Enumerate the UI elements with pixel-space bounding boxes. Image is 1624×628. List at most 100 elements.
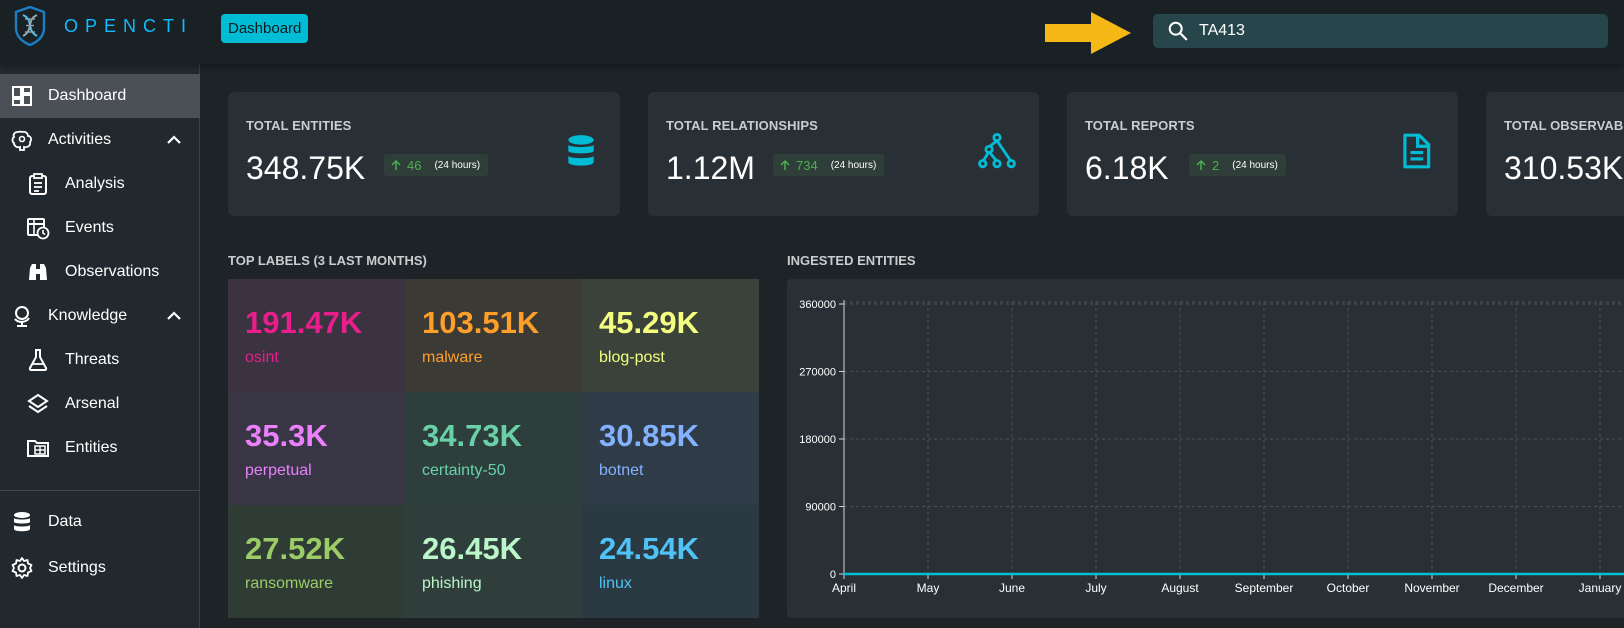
sidebar-item-label: Entities xyxy=(65,439,118,456)
label-tile[interactable]: 191.47K osint xyxy=(228,279,405,392)
sidebar-item-label: Events xyxy=(65,219,114,236)
label-tile[interactable]: 34.73K certainty-50 xyxy=(405,392,582,505)
ingested-chart-svg: 0 90000 180000 270000 360000 April May June July… xyxy=(799,299,1624,595)
sidebar-item-label: Observations xyxy=(65,263,160,280)
delta-period: (24 hours) xyxy=(830,159,877,171)
flask-icon xyxy=(28,349,48,371)
card-total-observables: TOTAL OBSERVABL 310.53K xyxy=(1486,92,1624,216)
ingested-entities-chart: 0 90000 180000 270000 360000 April May June July… xyxy=(787,279,1624,618)
label-tile[interactable]: 30.85K botnet xyxy=(582,392,759,505)
label-tile[interactable]: 24.54K linux xyxy=(582,505,759,618)
label-count: 30.85K xyxy=(599,418,699,453)
sidebar-item-label: Arsenal xyxy=(65,395,120,412)
opencti-logo-icon[interactable] xyxy=(12,6,48,46)
y-tick-label: 90000 xyxy=(805,502,836,514)
sidebar-divider xyxy=(0,490,200,491)
label-tile[interactable]: 26.45K phishing xyxy=(405,505,582,618)
x-tick-label: June xyxy=(999,581,1025,595)
sidebar-item-label: Activities xyxy=(48,131,112,148)
delta-period: (24 hours) xyxy=(434,159,481,171)
sidebar: Dashboard Activities Analysis xyxy=(0,64,200,628)
delta-value: 46 xyxy=(407,157,422,173)
x-tick-label: May xyxy=(917,581,940,595)
search-bar[interactable] xyxy=(1153,14,1608,48)
calendar-clock-icon xyxy=(27,218,50,240)
app-name: OPENCTI xyxy=(64,16,194,36)
brain-icon xyxy=(11,130,32,151)
label-name: blog-post xyxy=(599,349,665,366)
card-total-entities: TOTAL ENTITIES 348.75K 46 (24 hours) xyxy=(228,92,620,216)
label-name: osint xyxy=(245,349,279,366)
top-labels-title: TOP LABELS (3 LAST MONTHS) xyxy=(228,253,427,268)
x-tick-label: August xyxy=(1161,581,1199,595)
y-tick-label: 270000 xyxy=(799,367,836,379)
sidebar-item-label: Data xyxy=(48,513,82,530)
x-tick-label: July xyxy=(1085,581,1106,595)
y-tick-label: 180000 xyxy=(799,434,836,446)
label-count: 24.54K xyxy=(599,531,699,566)
y-tick-label: 360000 xyxy=(799,299,836,311)
sidebar-item-activities[interactable]: Activities xyxy=(0,118,200,162)
clipboard-icon xyxy=(29,173,47,195)
label-name: phishing xyxy=(422,575,482,592)
card-value: 310.53K xyxy=(1504,150,1624,186)
label-name: malware xyxy=(422,349,483,366)
sidebar-item-dashboard[interactable]: Dashboard xyxy=(0,74,200,118)
sidebar-item-settings[interactable]: Settings xyxy=(0,546,200,590)
label-tile[interactable]: 35.3K perpetual xyxy=(228,392,405,505)
label-tile[interactable]: 103.51K malware xyxy=(405,279,582,392)
card-title: TOTAL ENTITIES xyxy=(246,118,352,133)
sidebar-item-label: Knowledge xyxy=(48,307,128,324)
folder-table-icon xyxy=(27,440,49,457)
search-input[interactable] xyxy=(1199,14,1589,48)
search-icon[interactable] xyxy=(1167,20,1189,42)
chevron-up-icon[interactable] xyxy=(165,307,183,325)
sidebar-item-data[interactable]: Data xyxy=(0,500,200,544)
card-title: TOTAL REPORTS xyxy=(1085,118,1195,133)
delta-value: 2 xyxy=(1212,157,1220,173)
label-count: 34.73K xyxy=(422,418,522,453)
sidebar-item-threats[interactable]: Threats xyxy=(0,338,200,382)
sidebar-item-entities[interactable]: Entities xyxy=(0,426,200,470)
ingested-entities-title: INGESTED ENTITIES xyxy=(787,253,916,268)
page-badge: Dashboard xyxy=(221,14,309,43)
sidebar-item-knowledge[interactable]: Knowledge xyxy=(0,294,200,338)
label-tile[interactable]: 27.52K ransomware xyxy=(228,505,405,618)
card-title: TOTAL RELATIONSHIPS xyxy=(666,118,818,133)
x-tick-label: December xyxy=(1488,581,1543,595)
label-count: 26.45K xyxy=(422,531,522,566)
label-name: linux xyxy=(599,575,632,592)
label-count: 191.47K xyxy=(245,305,363,340)
database-icon xyxy=(568,135,594,166)
binoculars-icon xyxy=(29,264,47,280)
sidebar-item-label: Dashboard xyxy=(48,87,127,104)
layers-icon xyxy=(27,393,49,414)
gear-icon xyxy=(11,557,33,579)
chevron-up-icon[interactable] xyxy=(165,131,183,149)
label-name: certainty-50 xyxy=(422,462,506,479)
x-tick-label: September xyxy=(1235,581,1294,595)
sidebar-item-observations[interactable]: Observations xyxy=(0,250,200,294)
graph-icon xyxy=(978,132,1016,169)
sidebar-item-arsenal[interactable]: Arsenal xyxy=(0,382,200,426)
card-delta: 46 (24 hours) xyxy=(384,154,489,176)
card-value: 1.12M xyxy=(666,150,755,186)
arrow-up-icon xyxy=(1196,159,1206,170)
x-tick-label: April xyxy=(832,581,856,595)
card-delta: 734 (24 hours) xyxy=(773,154,885,176)
arrow-up-icon xyxy=(391,159,401,170)
top-labels-grid: 191.47K osint 103.51K malware 45.29K blo… xyxy=(228,279,759,618)
sidebar-item-analysis[interactable]: Analysis xyxy=(0,162,200,206)
arrow-right-icon xyxy=(1045,12,1131,54)
label-count: 103.51K xyxy=(422,305,540,340)
y-tick-label: 0 xyxy=(830,569,836,581)
card-title: TOTAL OBSERVABL xyxy=(1504,118,1624,133)
sidebar-item-label: Settings xyxy=(48,559,106,576)
x-tick-label: October xyxy=(1327,581,1370,595)
card-total-relationships: TOTAL RELATIONSHIPS 1.12M 734 (24 hours) xyxy=(648,92,1039,216)
label-tile[interactable]: 45.29K blog-post xyxy=(582,279,759,392)
sidebar-item-events[interactable]: Events xyxy=(0,206,200,250)
card-total-reports: TOTAL REPORTS 6.18K 2 (24 hours) xyxy=(1067,92,1458,216)
label-count: 45.29K xyxy=(599,305,699,340)
database-icon xyxy=(14,512,30,532)
